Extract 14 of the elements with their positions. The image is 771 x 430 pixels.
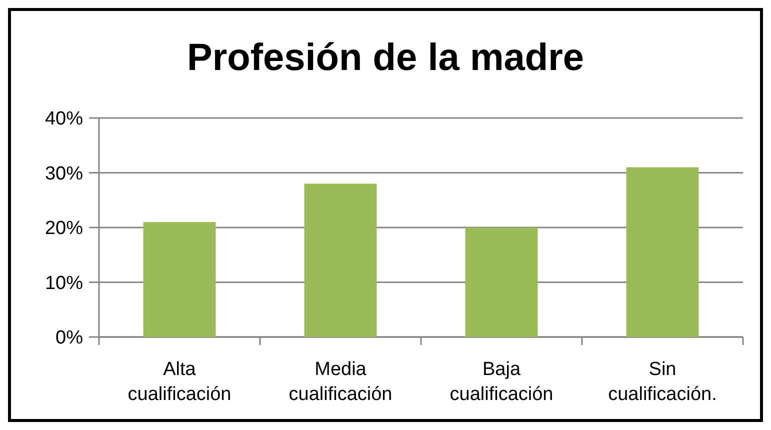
bar <box>465 228 538 337</box>
y-tick-label: 40% <box>44 108 84 130</box>
bar <box>304 184 377 337</box>
chart-title: Profesión de la madre <box>186 37 584 79</box>
y-tick-label: 20% <box>44 218 84 240</box>
y-tick-label: 10% <box>44 272 84 294</box>
x-tick-label: Sin cualificación. <box>608 359 717 405</box>
y-tick-label: 30% <box>44 163 84 184</box>
x-tick-label: Media cualificación <box>288 359 392 405</box>
y-tick-label: 0% <box>56 328 84 349</box>
bar <box>626 167 699 337</box>
x-tick-label: Baja cualificación <box>450 359 554 405</box>
x-tick-label: Alta cualificación <box>128 359 232 405</box>
bar <box>143 222 216 337</box>
